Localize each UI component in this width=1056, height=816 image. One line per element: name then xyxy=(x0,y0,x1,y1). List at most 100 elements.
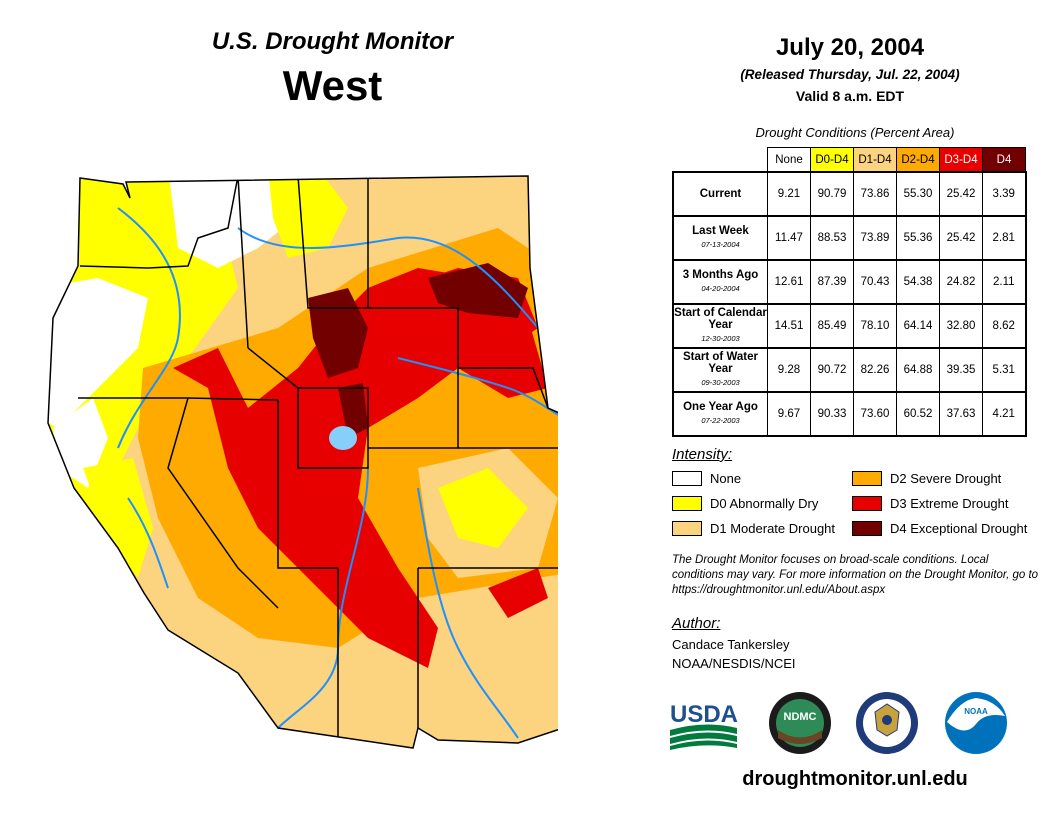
legend-item-d3: D3 Extreme Drought xyxy=(852,495,1009,512)
row-date: 04-20-2004 xyxy=(701,284,740,293)
table-cell: 37.63 xyxy=(939,391,983,437)
table-cell: 9.67 xyxy=(767,391,811,437)
map-d3-texas xyxy=(488,568,548,618)
table-cell: 85.49 xyxy=(810,303,854,349)
row-label-text: 3 Months Ago xyxy=(682,269,759,281)
map-none-california xyxy=(53,398,108,488)
legend-item-none: None xyxy=(672,470,741,487)
map-none-oregon xyxy=(48,278,148,428)
river-sacramento xyxy=(127,497,169,589)
legend-title: Intensity: xyxy=(672,446,733,463)
row-date: 07-22-2003 xyxy=(701,416,740,425)
table-cell: 64.88 xyxy=(896,347,940,393)
row-label: 3 Months Ago 04-20-2004 xyxy=(672,259,768,305)
table-cell: 2.81 xyxy=(982,215,1027,261)
usda-logo-text: USDA xyxy=(670,701,738,728)
table-cell: 64.14 xyxy=(896,303,940,349)
rivers xyxy=(117,207,558,739)
river-missouri xyxy=(237,227,539,329)
release-date: (Released Thursday, Jul. 22, 2004) xyxy=(740,67,960,82)
table-cell: 32.80 xyxy=(939,303,983,349)
table-cell: 70.43 xyxy=(853,259,897,305)
col-header-none: None xyxy=(767,147,811,173)
legend-swatch-d4 xyxy=(852,521,882,536)
legend-item-d0: D0 Abnormally Dry xyxy=(672,495,818,512)
row-label: Last Week 07-13-2004 xyxy=(672,215,768,261)
state-boundaries xyxy=(78,176,558,748)
legend-label-none: None xyxy=(710,471,742,486)
map-d4-utah xyxy=(338,383,368,438)
table-header-row: None D0-D4 D1-D4 D2-D4 D3-D4 D4 xyxy=(673,147,1026,173)
legend-item-d2: D2 Severe Drought xyxy=(852,470,1001,487)
legend-label-d2: D2 Severe Drought xyxy=(890,471,1002,486)
row-label: Start of Calendar Year 12-30-2003 xyxy=(672,303,768,349)
table-cell: 25.42 xyxy=(939,215,983,261)
table-cell: 24.82 xyxy=(939,259,983,305)
row-date: 09-30-2003 xyxy=(701,378,740,387)
table-cell: 8.62 xyxy=(982,303,1027,349)
row-label-text: Start of Water Year xyxy=(683,351,758,375)
legend-item-d1: D1 Moderate Drought xyxy=(672,520,835,537)
disclaimer-note: The Drought Monitor focuses on broad-sca… xyxy=(672,554,1039,596)
table-cell: 73.89 xyxy=(853,215,897,261)
legend-swatch-none xyxy=(672,471,702,486)
table-cell: 39.35 xyxy=(939,347,983,393)
great-salt-lake xyxy=(329,426,357,450)
table-cell: 90.72 xyxy=(810,347,854,393)
region-title: West xyxy=(282,62,383,109)
map-date: July 20, 2004 xyxy=(775,34,925,61)
usda-logo: USDA xyxy=(670,701,738,750)
author-name: Candace Tankersley xyxy=(672,637,790,652)
table-cell: 60.52 xyxy=(896,391,940,437)
ndmc-logo: NDMC xyxy=(769,692,831,754)
legend-label-d1: D1 Moderate Drought xyxy=(710,521,836,536)
legend-label-d4: D4 Exceptional Drought xyxy=(890,521,1028,536)
header-blank-cell xyxy=(673,148,768,173)
river-platte xyxy=(397,357,558,429)
col-header-d4: D4 xyxy=(982,147,1026,173)
row-label: One Year Ago 07-22-2003 xyxy=(672,391,768,437)
noaa-logo: NOAA xyxy=(945,692,1007,754)
table-row: Start of Water Year 09-30-2003 9.28 90.72 82… xyxy=(672,347,1027,393)
table-cell: 54.38 xyxy=(896,259,940,305)
row-label: Current xyxy=(672,171,768,217)
table-cell: 4.21 xyxy=(982,391,1027,437)
row-label-text: Current xyxy=(699,188,742,200)
map-d4-montana-wyoming xyxy=(308,288,368,378)
product-title: U.S. Drought Monitor xyxy=(211,28,454,55)
table-row: 3 Months Ago 04-20-2004 12.61 87.39 70.43 54.… xyxy=(672,259,1027,305)
table-cell: 55.30 xyxy=(896,171,940,217)
table-cell: 87.39 xyxy=(810,259,854,305)
website-url[interactable]: droughtmonitor.unl.edu xyxy=(742,768,968,790)
author-org: NOAA/NESDIS/NCEI xyxy=(672,656,796,671)
legend-swatch-d2 xyxy=(852,471,882,486)
row-label-text: Start of Calendar Year xyxy=(674,307,767,331)
col-header-d3-d4: D3-D4 xyxy=(939,147,983,173)
table-cell: 88.53 xyxy=(810,215,854,261)
table-cell: 73.86 xyxy=(853,171,897,217)
table-cell: 5.31 xyxy=(982,347,1027,393)
commerce-seal xyxy=(856,692,918,754)
table-row: Current 9.21 90.79 73.86 55.30 25.42 3.39 xyxy=(672,171,1027,217)
row-label-text: One Year Ago xyxy=(683,401,758,413)
table-cell: 9.28 xyxy=(767,347,811,393)
table-cell: 78.10 xyxy=(853,303,897,349)
author-heading: Author: xyxy=(672,615,721,632)
table-cell: 14.51 xyxy=(767,303,811,349)
ndmc-logo-text: NDMC xyxy=(784,711,817,723)
map-d0-california xyxy=(83,458,153,578)
col-header-d1-d4: D1-D4 xyxy=(853,147,897,173)
drought-stats-table: None D0-D4 D1-D4 D2-D4 D3-D4 D4 Current 9… xyxy=(672,147,1027,437)
col-header-d0-d4: D0-D4 xyxy=(810,147,854,173)
table-row: Last Week 07-13-2004 11.47 88.53 73.89 55.36 2… xyxy=(672,215,1027,261)
legend-label-d3: D3 Extreme Drought xyxy=(890,496,1009,511)
valid-time: Valid 8 a.m. EDT xyxy=(795,88,905,104)
table-cell: 3.39 xyxy=(982,171,1027,217)
legend-swatch-d3 xyxy=(852,496,882,511)
legend-item-d4: D4 Exceptional Drought xyxy=(852,520,1027,537)
row-label-text: Last Week xyxy=(692,225,749,237)
river-rio-grande xyxy=(417,487,519,739)
table-cell: 82.26 xyxy=(853,347,897,393)
legend-label-d0: D0 Abnormally Dry xyxy=(710,496,819,511)
row-date: 12-30-2003 xyxy=(701,334,740,343)
